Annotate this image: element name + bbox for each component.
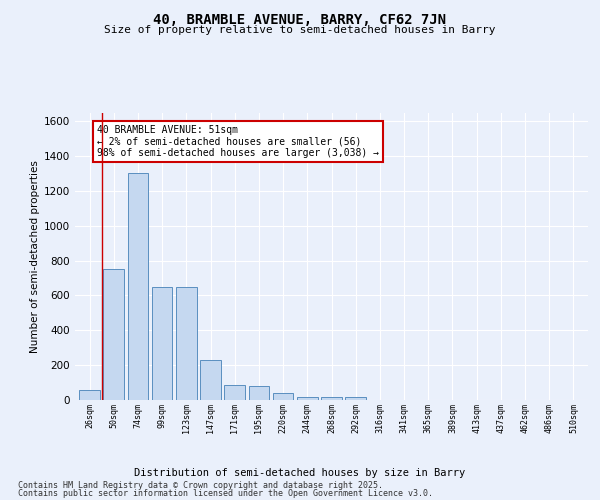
Bar	[273, 393, 293, 400]
Text: Distribution of semi-detached houses by size in Barry: Distribution of semi-detached houses by …	[134, 468, 466, 477]
Bar	[176, 286, 197, 400]
Bar	[346, 398, 366, 400]
Text: Contains HM Land Registry data © Crown copyright and database right 2025.: Contains HM Land Registry data © Crown c…	[18, 480, 383, 490]
Bar	[297, 396, 317, 400]
Bar	[321, 398, 342, 400]
Bar	[103, 270, 124, 400]
Bar	[128, 174, 148, 400]
Text: 40, BRAMBLE AVENUE, BARRY, CF62 7JN: 40, BRAMBLE AVENUE, BARRY, CF62 7JN	[154, 12, 446, 26]
Text: 40 BRAMBLE AVENUE: 51sqm
← 2% of semi-detached houses are smaller (56)
98% of se: 40 BRAMBLE AVENUE: 51sqm ← 2% of semi-de…	[97, 124, 379, 158]
Bar	[200, 360, 221, 400]
Bar	[248, 386, 269, 400]
Bar	[152, 286, 172, 400]
Bar	[79, 390, 100, 400]
Text: Contains public sector information licensed under the Open Government Licence v3: Contains public sector information licen…	[18, 489, 433, 498]
Y-axis label: Number of semi-detached properties: Number of semi-detached properties	[30, 160, 40, 352]
Bar	[224, 385, 245, 400]
Text: Size of property relative to semi-detached houses in Barry: Size of property relative to semi-detach…	[104, 25, 496, 35]
